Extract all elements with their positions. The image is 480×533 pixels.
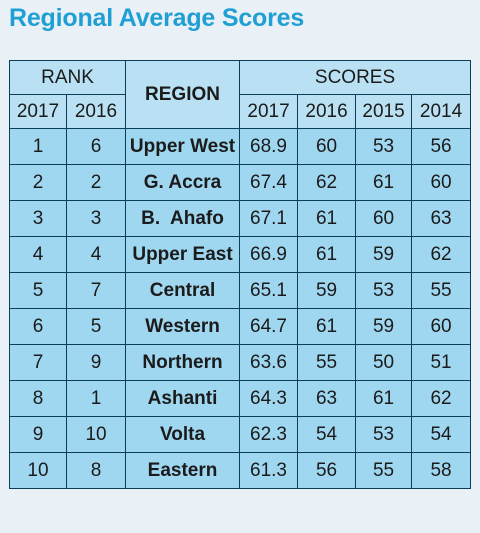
score-2017-cell: 68.9 xyxy=(239,128,299,165)
table-body: 1 6 Upper West 68.9 60 53 56 2 2 G. Accr… xyxy=(9,128,472,489)
rank-2016-cell: 7 xyxy=(65,272,127,309)
region-header: REGION xyxy=(125,60,241,129)
rank-header: RANK xyxy=(8,60,127,95)
score-2014-cell: 55 xyxy=(411,272,472,309)
page-title: Regional Average Scores xyxy=(9,4,305,32)
score-2017-cell: 66.9 xyxy=(239,236,299,273)
score-2015-cell: 53 xyxy=(355,272,413,309)
score-2014-cell: 54 xyxy=(411,416,472,453)
table-row: 9 10 Volta 62.3 54 53 54 xyxy=(9,416,472,453)
table-row: 6 5 Western 64.7 61 59 60 xyxy=(9,308,472,345)
score-year-2014-header: 2014 xyxy=(411,94,472,129)
score-2014-cell: 62 xyxy=(411,380,472,417)
score-2016-cell: 55 xyxy=(297,344,357,381)
rank-2017-cell: 4 xyxy=(9,236,67,273)
score-2016-cell: 56 xyxy=(297,452,357,489)
score-2017-cell: 61.3 xyxy=(239,452,299,489)
score-2016-cell: 63 xyxy=(297,380,357,417)
region-cell: Western xyxy=(125,308,241,345)
score-2014-cell: 60 xyxy=(411,308,472,345)
table-row: 10 8 Eastern 61.3 56 55 58 xyxy=(9,452,472,489)
score-2015-cell: 61 xyxy=(355,164,413,201)
score-2016-cell: 61 xyxy=(297,200,357,237)
rank-2017-cell: 6 xyxy=(9,308,67,345)
rank-2017-cell: 3 xyxy=(9,200,67,237)
score-2017-cell: 63.6 xyxy=(239,344,299,381)
score-2017-cell: 64.3 xyxy=(239,380,299,417)
score-year-2015-header: 2015 xyxy=(355,94,413,129)
score-2015-cell: 59 xyxy=(355,308,413,345)
score-2016-cell: 61 xyxy=(297,236,357,273)
region-cell: Central xyxy=(125,272,241,309)
rank-2016-cell: 2 xyxy=(65,164,127,201)
rank-2016-cell: 4 xyxy=(65,236,127,273)
region-cell: G. Accra xyxy=(125,164,241,201)
region-cell: B. Ahafo xyxy=(125,200,241,237)
score-2015-cell: 55 xyxy=(355,452,413,489)
rank-2016-cell: 6 xyxy=(65,128,127,165)
rank-2016-cell: 9 xyxy=(65,344,127,381)
score-2014-cell: 51 xyxy=(411,344,472,381)
region-cell: Eastern xyxy=(125,452,241,489)
score-2017-cell: 67.4 xyxy=(239,164,299,201)
table-row: 4 4 Upper East 66.9 61 59 62 xyxy=(9,236,472,273)
rank-2017-cell: 7 xyxy=(9,344,67,381)
score-2015-cell: 59 xyxy=(355,236,413,273)
rank-2017-cell: 10 xyxy=(9,452,67,489)
region-cell: Volta xyxy=(125,416,241,453)
rank-2017-cell: 8 xyxy=(9,380,67,417)
score-2014-cell: 56 xyxy=(411,128,472,165)
score-2017-cell: 64.7 xyxy=(239,308,299,345)
score-2017-cell: 62.3 xyxy=(239,416,299,453)
rank-year-2017-header: 2017 xyxy=(9,94,67,129)
region-cell: Upper West xyxy=(125,128,241,165)
rank-2016-cell: 10 xyxy=(65,416,127,453)
score-year-2016-header: 2016 xyxy=(297,94,357,129)
score-2016-cell: 60 xyxy=(297,128,357,165)
score-2016-cell: 54 xyxy=(297,416,357,453)
score-2014-cell: 62 xyxy=(411,236,472,273)
scores-table: RANK REGION SCORES 2017 2016 2017 2016 2… xyxy=(8,60,472,489)
score-2015-cell: 60 xyxy=(355,200,413,237)
score-year-2017-header: 2017 xyxy=(239,94,299,129)
table-row: 7 9 Northern 63.6 55 50 51 xyxy=(9,344,472,381)
score-2016-cell: 59 xyxy=(297,272,357,309)
rank-2016-cell: 1 xyxy=(65,380,127,417)
region-cell: Ashanti xyxy=(125,380,241,417)
rank-2016-cell: 5 xyxy=(65,308,127,345)
rank-2016-cell: 3 xyxy=(65,200,127,237)
scores-header: SCORES xyxy=(239,60,472,95)
rank-year-2016-header: 2016 xyxy=(65,94,127,129)
table-row: 2 2 G. Accra 67.4 62 61 60 xyxy=(9,164,472,201)
rank-2017-cell: 5 xyxy=(9,272,67,309)
score-2016-cell: 61 xyxy=(297,308,357,345)
region-cell: Upper East xyxy=(125,236,241,273)
table-row: 5 7 Central 65.1 59 53 55 xyxy=(9,272,472,309)
table-row: 1 6 Upper West 68.9 60 53 56 xyxy=(9,128,472,165)
score-2015-cell: 50 xyxy=(355,344,413,381)
score-2015-cell: 61 xyxy=(355,380,413,417)
score-2015-cell: 53 xyxy=(355,128,413,165)
rank-2017-cell: 2 xyxy=(9,164,67,201)
region-cell: Northern xyxy=(125,344,241,381)
score-2017-cell: 65.1 xyxy=(239,272,299,309)
table-row: 3 3 B. Ahafo 67.1 61 60 63 xyxy=(9,200,472,237)
score-2014-cell: 58 xyxy=(411,452,472,489)
score-2014-cell: 60 xyxy=(411,164,472,201)
score-2015-cell: 53 xyxy=(355,416,413,453)
rank-2017-cell: 9 xyxy=(9,416,67,453)
table-row: 8 1 Ashanti 64.3 63 61 62 xyxy=(9,380,472,417)
rank-2016-cell: 8 xyxy=(65,452,127,489)
score-2014-cell: 63 xyxy=(411,200,472,237)
rank-2017-cell: 1 xyxy=(9,128,67,165)
score-2017-cell: 67.1 xyxy=(239,200,299,237)
score-2016-cell: 62 xyxy=(297,164,357,201)
